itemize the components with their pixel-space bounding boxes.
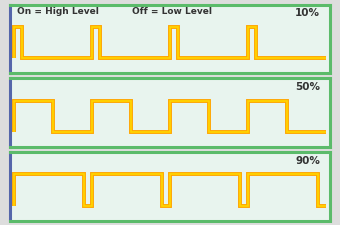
Text: Off = Low Level: Off = Low Level (132, 7, 211, 16)
Text: 50%: 50% (295, 82, 320, 92)
Text: On = High Level: On = High Level (17, 7, 99, 16)
Text: 10%: 10% (295, 8, 320, 18)
Text: 90%: 90% (295, 156, 320, 166)
